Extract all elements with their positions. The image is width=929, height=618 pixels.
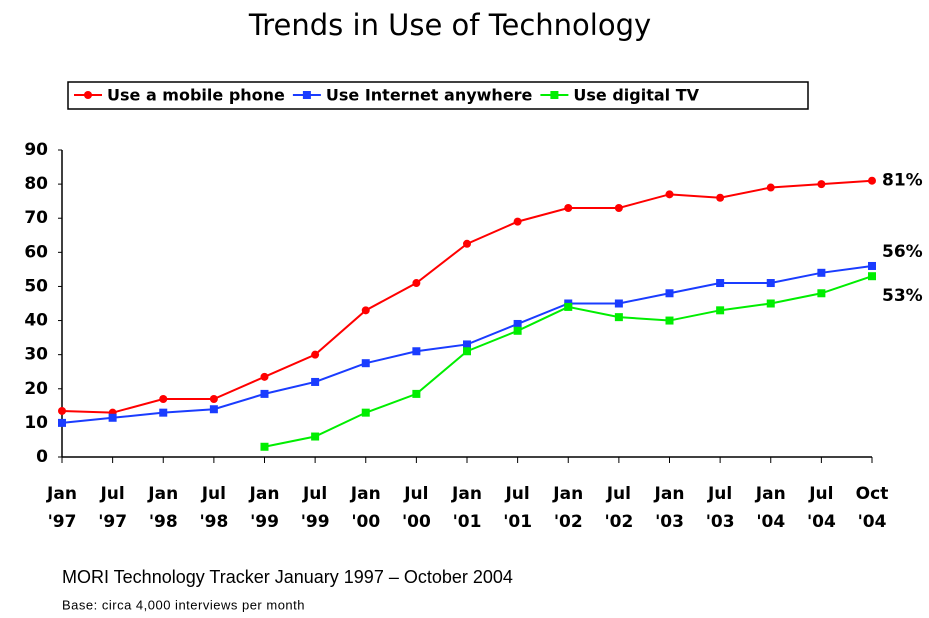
footnote: MORI Technology Tracker January 1997 – O… <box>62 567 513 587</box>
point <box>817 180 826 189</box>
point <box>564 302 573 311</box>
point <box>550 91 559 99</box>
point <box>159 395 168 404</box>
y-tick-label: 0 <box>36 447 48 467</box>
point <box>766 299 775 308</box>
point <box>817 268 826 277</box>
point <box>463 347 471 356</box>
x-tick-label: Jul '97 <box>98 484 127 532</box>
legend-label: Use Internet anywhere <box>326 86 533 105</box>
point <box>766 183 775 192</box>
point <box>868 261 876 270</box>
point <box>463 239 471 248</box>
point <box>302 91 311 99</box>
x-tick-label: Jul '04 <box>807 484 836 532</box>
point <box>159 408 168 417</box>
point <box>716 193 725 202</box>
legend-label: Use digital TV <box>573 86 699 105</box>
series-line <box>61 179 873 414</box>
point <box>716 279 725 288</box>
point <box>665 316 674 325</box>
x-tick-label: Jan '02 <box>552 484 583 532</box>
x-tick-label: Jul '02 <box>604 484 633 532</box>
point <box>665 289 674 298</box>
x-tick-label: Jan '04 <box>755 484 786 532</box>
point <box>361 306 370 315</box>
point <box>817 289 826 298</box>
point <box>716 306 725 315</box>
y-tick-label: 60 <box>24 242 48 262</box>
point <box>614 299 623 308</box>
x-tick-label: Jan '01 <box>451 484 482 532</box>
value-label: 53% <box>882 286 923 306</box>
point <box>868 176 876 185</box>
point <box>361 359 370 368</box>
y-tick-label: 20 <box>24 379 48 399</box>
point <box>513 319 522 328</box>
x-tick-label: Jan '97 <box>46 484 77 532</box>
point <box>868 272 876 281</box>
point <box>58 406 66 415</box>
point <box>463 340 471 349</box>
x-tick-label: Jan '98 <box>147 484 178 532</box>
point <box>311 377 320 386</box>
legend-label: Use a mobile phone <box>107 86 285 105</box>
y-tick-label: 10 <box>24 413 48 433</box>
x-tick-label: Jan '99 <box>249 484 280 532</box>
x-tick-label: Jan '03 <box>654 484 685 532</box>
point <box>614 203 623 212</box>
x-tick-label: Jul '99 <box>301 484 330 532</box>
point <box>513 326 522 335</box>
y-tick-label: 90 <box>24 140 48 160</box>
chart-title: Trends in Use of Technology <box>248 8 651 42</box>
point <box>260 442 269 451</box>
point <box>513 217 522 226</box>
x-tick-label: Oct '04 <box>856 484 889 532</box>
x-tick-label: Jul '03 <box>706 484 735 532</box>
value-label: 81% <box>882 171 923 191</box>
point <box>412 347 421 356</box>
x-tick-label: Jan '00 <box>350 484 381 532</box>
x-tick-label: Jul '98 <box>199 484 228 532</box>
point <box>58 418 66 427</box>
point <box>260 372 269 381</box>
footnote: Base: circa 4,000 interviews per month <box>62 597 305 612</box>
y-tick-label: 40 <box>24 311 48 331</box>
point <box>665 190 674 199</box>
y-tick-label: 30 <box>24 345 48 365</box>
point <box>614 313 623 322</box>
y-tick-label: 80 <box>24 174 48 194</box>
point <box>766 279 775 288</box>
x-tick-label: Jul '00 <box>402 484 431 532</box>
point <box>311 432 320 441</box>
y-tick-label: 70 <box>24 208 48 228</box>
point <box>84 91 92 99</box>
point <box>108 413 117 422</box>
point <box>209 405 218 414</box>
point <box>361 408 370 417</box>
point <box>564 203 573 212</box>
point <box>260 389 269 398</box>
value-label: 56% <box>882 242 923 262</box>
y-tick-label: 50 <box>24 276 48 296</box>
point <box>209 395 218 404</box>
legend-box <box>67 81 809 110</box>
point <box>412 279 421 288</box>
point <box>311 350 320 359</box>
x-tick-label: Jul '01 <box>503 484 532 532</box>
point <box>412 389 421 398</box>
